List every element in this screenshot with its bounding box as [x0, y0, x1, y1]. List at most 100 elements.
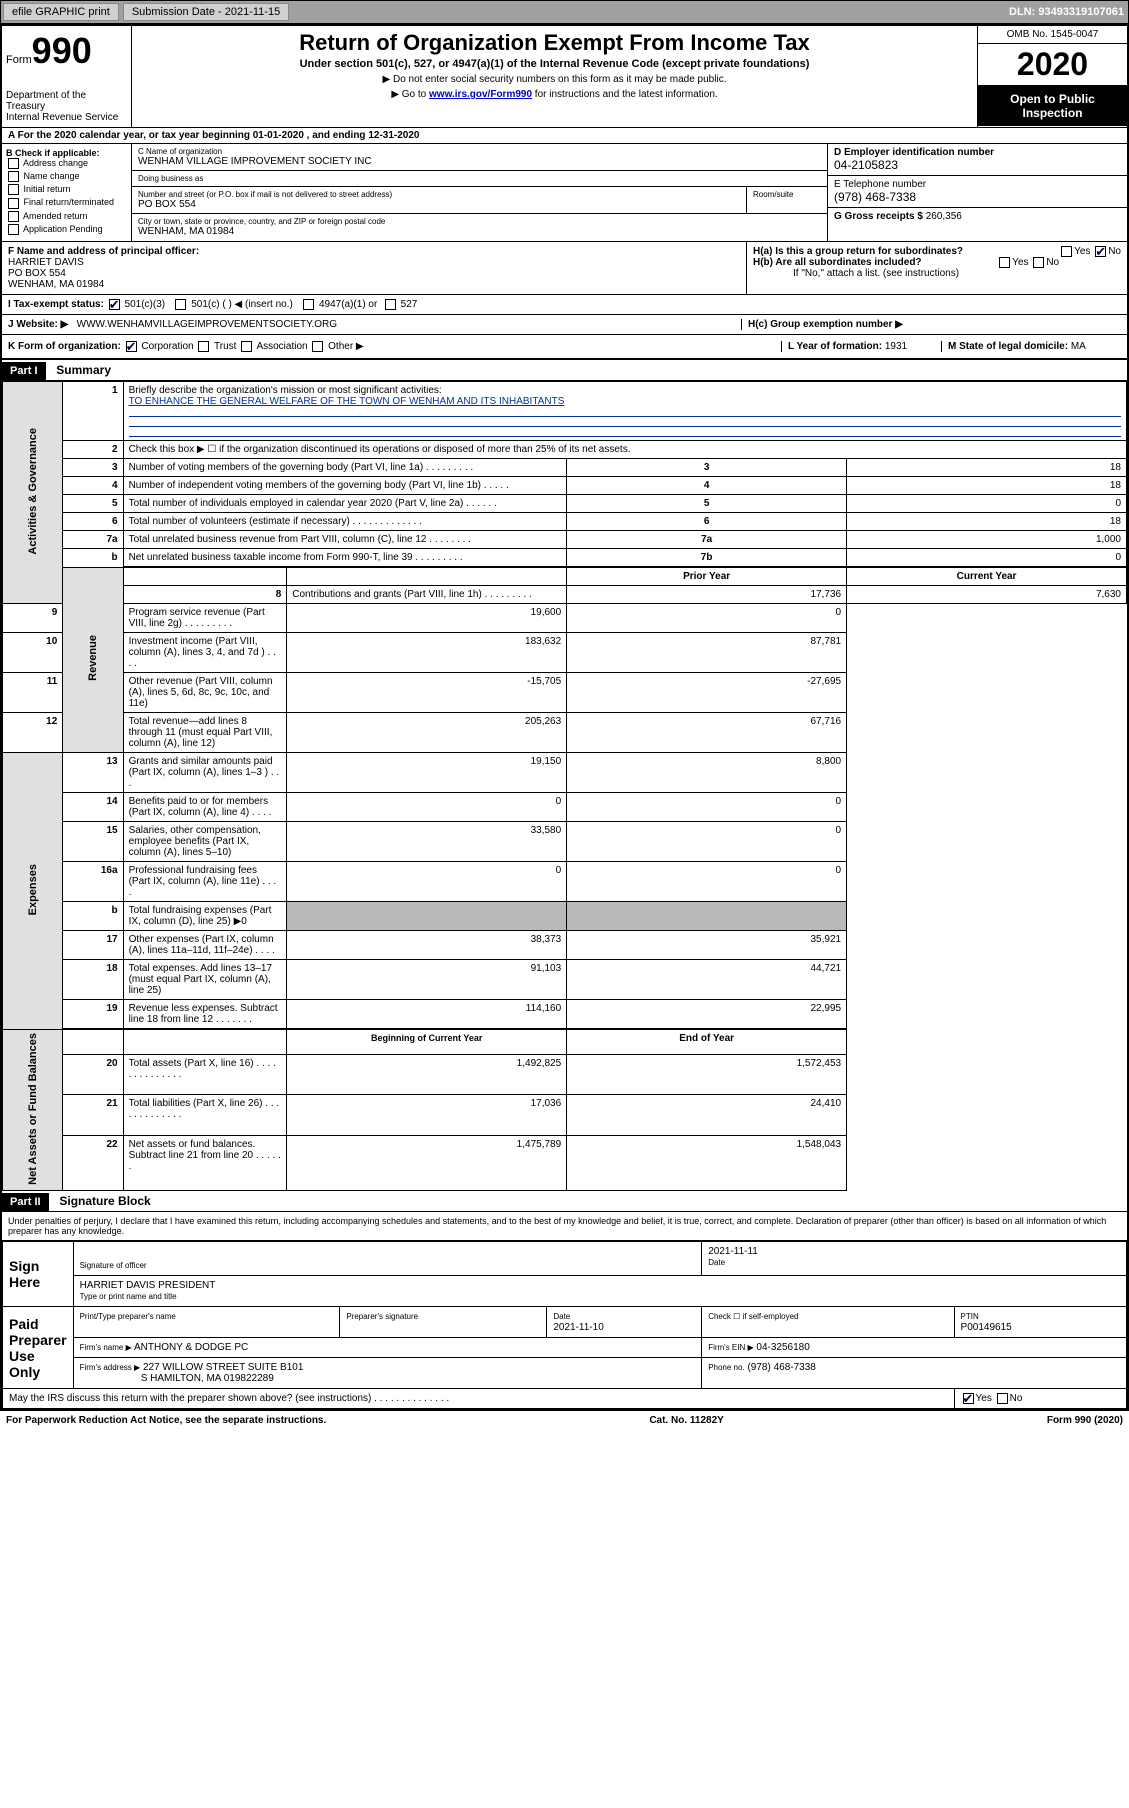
ptin: P00149615: [961, 1322, 1012, 1333]
l2: Check this box ▶ ☐ if the organization d…: [123, 441, 1126, 459]
cb-name-change[interactable]: [8, 171, 19, 182]
footer-mid: Cat. No. 11282Y: [326, 1415, 1047, 1426]
hb-yes[interactable]: [999, 257, 1010, 268]
hdr-prior: Prior Year: [567, 567, 847, 586]
cb-initial[interactable]: [8, 184, 19, 195]
subdate-button[interactable]: Submission Date - 2021-11-15: [123, 3, 289, 21]
cb-527[interactable]: [385, 299, 396, 310]
block-fh: F Name and address of principal officer:…: [2, 242, 1127, 295]
part1-header: Part I Summary: [2, 360, 1127, 381]
hb-no[interactable]: [1033, 257, 1044, 268]
j-val: WWW.WENHAMVILLAGEIMPROVEMENTSOCIETY.ORG: [77, 319, 337, 330]
form-subtitle: Under section 501(c), 527, or 4947(a)(1)…: [136, 58, 973, 70]
firm-addr2: S HAMILTON, MA 019822289: [141, 1373, 274, 1384]
cb-501c[interactable]: [175, 299, 186, 310]
j-label: J Website: ▶: [8, 319, 68, 330]
phone-label: Phone no.: [708, 1363, 744, 1372]
k-label: K Form of organization:: [8, 341, 121, 352]
prep-date-label: Date: [553, 1312, 570, 1321]
footer: For Paperwork Reduction Act Notice, see …: [0, 1411, 1129, 1430]
c-name: WENHAM VILLAGE IMPROVEMENT SOCIETY INC: [138, 156, 821, 167]
prep-name-label: Print/Type preparer's name: [80, 1312, 176, 1321]
hdr-end: End of Year: [567, 1029, 847, 1055]
firm-addr1: 227 WILLOW STREET SUITE B101: [143, 1362, 303, 1373]
col-c: C Name of organization WENHAM VILLAGE IM…: [132, 144, 827, 241]
discuss-yes[interactable]: [963, 1393, 974, 1404]
p2-title: Signature Block: [51, 1191, 158, 1211]
form-title: Return of Organization Exempt From Incom…: [136, 30, 973, 56]
c-name-label: C Name of organization: [138, 147, 821, 156]
p1-hdr: Part I: [2, 362, 46, 380]
note-2: ▶ Go to www.irs.gov/Form990 for instruct…: [136, 89, 973, 100]
cb-4947[interactable]: [303, 299, 314, 310]
efile-button[interactable]: efile GRAPHIC print: [3, 3, 119, 21]
header-mid: Return of Organization Exempt From Incom…: [132, 26, 977, 127]
cb-final[interactable]: [8, 198, 19, 209]
l-label: L Year of formation:: [788, 341, 882, 352]
note2-post: for instructions and the latest informat…: [532, 89, 718, 100]
cb-pending[interactable]: [8, 224, 19, 235]
sig-name-label: Type or print name and title: [80, 1292, 177, 1301]
cb-addr-change[interactable]: [8, 158, 19, 169]
p2-hdr: Part II: [2, 1193, 49, 1211]
sig-name: HARRIET DAVIS PRESIDENT: [80, 1280, 216, 1291]
c-dba-label: Doing business as: [138, 174, 821, 183]
ptin-label: PTIN: [961, 1312, 979, 1321]
omb-number: OMB No. 1545-0047: [978, 26, 1127, 44]
discuss-no[interactable]: [997, 1393, 1008, 1404]
e-label: E Telephone number: [834, 179, 926, 190]
side-net: Net Assets or Fund Balances: [27, 1033, 39, 1185]
col-de: D Employer identification number 04-2105…: [827, 144, 1127, 241]
footer-left: For Paperwork Reduction Act Notice, see …: [6, 1415, 326, 1426]
header-left: Form990 Department of the Treasury Inter…: [2, 26, 132, 127]
line-a: A For the 2020 calendar year, or tax yea…: [2, 128, 1127, 144]
form-label: Form: [6, 54, 32, 66]
l1-val: TO ENHANCE THE GENERAL WELFARE OF THE TO…: [129, 396, 565, 407]
prep-sig-label: Preparer's signature: [346, 1312, 418, 1321]
firm-addr-label: Firm's address ▶: [80, 1363, 141, 1372]
c-addr-label: Number and street (or P.O. box if mail i…: [138, 190, 740, 199]
m-val: MA: [1071, 341, 1086, 352]
cb-corp[interactable]: [126, 341, 137, 352]
cb-assoc[interactable]: [241, 341, 252, 352]
hdr-beg: Beginning of Current Year: [287, 1029, 567, 1055]
e-val: (978) 468-7338: [834, 190, 916, 204]
footer-right: Form 990 (2020): [1047, 1415, 1123, 1426]
tax-year: 2020: [978, 44, 1127, 86]
block-bc: B Check if applicable: Address change Na…: [2, 144, 1127, 242]
firm-ein: 04-3256180: [756, 1342, 809, 1353]
note2-pre: ▶ Go to: [391, 89, 429, 100]
c-city-label: City or town, state or province, country…: [138, 217, 821, 226]
c-city: WENHAM, MA 01984: [138, 226, 821, 237]
ha-no[interactable]: [1095, 246, 1106, 257]
header-right: OMB No. 1545-0047 2020 Open to Public In…: [977, 26, 1127, 127]
cb-other[interactable]: [312, 341, 323, 352]
side-exp: Expenses: [27, 864, 39, 915]
side-rev: Revenue: [87, 635, 99, 681]
d-label: D Employer identification number: [834, 147, 994, 158]
cb-trust[interactable]: [198, 341, 209, 352]
ha-yes[interactable]: [1061, 246, 1072, 257]
g-label: G Gross receipts $: [834, 211, 923, 222]
part2-header: Part II Signature Block: [2, 1191, 1127, 1212]
row-i: I Tax-exempt status: 501(c)(3) 501(c) ( …: [2, 295, 1127, 315]
topbar: efile GRAPHIC print Submission Date - 20…: [0, 0, 1129, 24]
form-link[interactable]: www.irs.gov/Form990: [429, 89, 532, 100]
col-f: F Name and address of principal officer:…: [2, 242, 747, 294]
firm-name-label: Firm's name ▶: [80, 1343, 132, 1352]
d-val: 04-2105823: [834, 158, 898, 172]
f-addr1: PO BOX 554: [8, 268, 66, 279]
g-val: 260,356: [926, 211, 962, 222]
hb-note: If "No," attach a list. (see instruction…: [753, 268, 1121, 279]
sig-table: Sign Here Signature of officer 2021-11-1…: [2, 1241, 1127, 1409]
cb-501c3[interactable]: [109, 299, 120, 310]
cb-amended[interactable]: [8, 211, 19, 222]
hb-label: H(b) Are all subordinates included?: [753, 257, 922, 268]
b-label: B Check if applicable:: [6, 148, 100, 158]
i-label: I Tax-exempt status:: [8, 299, 104, 310]
side-gov: Activities & Governance: [27, 428, 39, 555]
col-h: H(a) Is this a group return for subordin…: [747, 242, 1127, 294]
row-j: J Website: ▶ WWW.WENHAMVILLAGEIMPROVEMEN…: [2, 315, 1127, 335]
discuss-label: May the IRS discuss this return with the…: [3, 1389, 955, 1409]
dln-label: DLN: 93493319107061: [1009, 6, 1128, 18]
